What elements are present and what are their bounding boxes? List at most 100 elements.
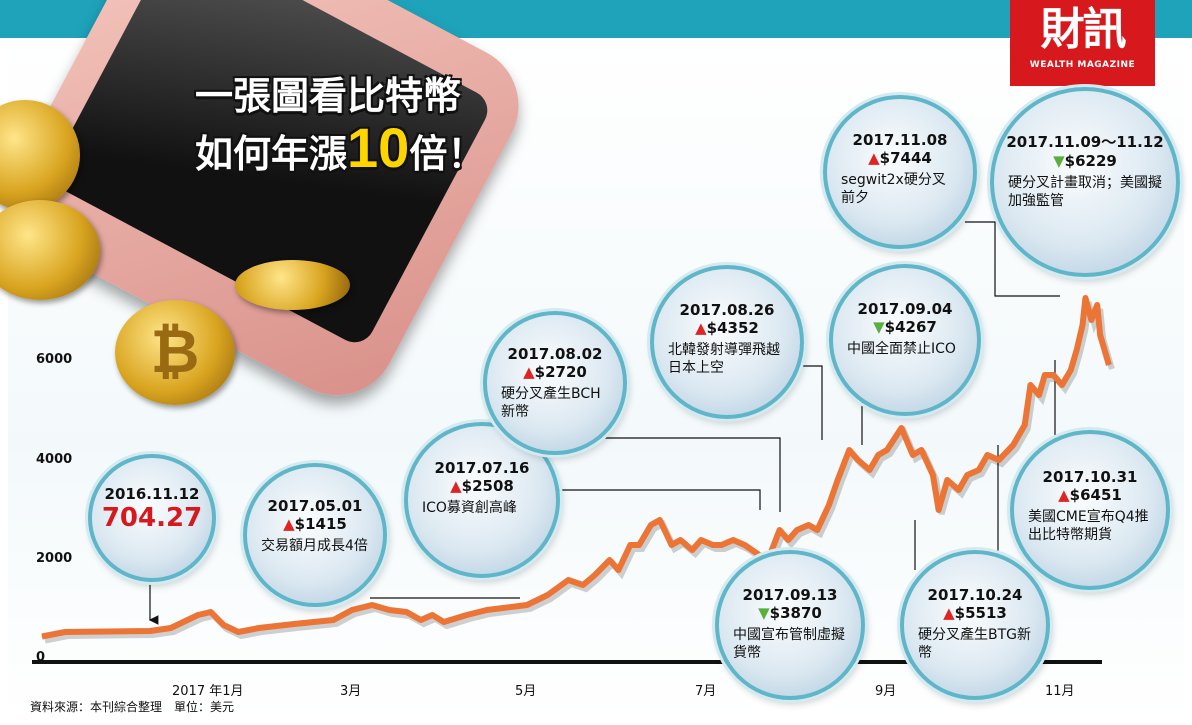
annotation-price: ▲$4352 [695, 319, 759, 338]
data-point [998, 459, 1000, 461]
arrow-down-icon: ▼ [758, 603, 770, 622]
x-tick: 7月 [695, 684, 717, 699]
data-point [1099, 334, 1101, 336]
title-line-1: 一張圖看比特幣 [195, 74, 462, 118]
data-point [912, 454, 914, 456]
data-point [582, 584, 584, 586]
data-point [223, 624, 225, 626]
annotation-bubble: 2017.09.04 ▼$4267 中國全面禁止ICO [829, 264, 981, 416]
annotation-date: 2017.10.24 [927, 585, 1023, 604]
annotation-text: 美國CME宣布Q4推出比特幣期貨 [1028, 508, 1149, 543]
data-point [1070, 369, 1072, 371]
y-tick: 2000 [36, 551, 73, 566]
data-point [609, 559, 611, 561]
annotation-price: ▲$5513 [943, 603, 1007, 622]
source-note: 資料來源：本刊綜合整理 單位：美元 [30, 700, 235, 714]
annotation-text: 硬分叉產生BCH新幣 [501, 386, 601, 421]
data-point [691, 549, 693, 551]
data-point [486, 609, 488, 611]
data-point [900, 427, 902, 429]
arrow-up-icon: ▲ [695, 319, 707, 338]
arrow-down-icon: ▼ [1053, 151, 1065, 170]
x-tick: 9月 [875, 684, 897, 699]
annotation-text: 硬分叉產生BTG新幣 [918, 626, 1032, 661]
data-point [946, 479, 948, 481]
annotation-date: 2017.11.08 [852, 131, 948, 150]
y-tick: 0 [36, 650, 46, 665]
data-point [1096, 304, 1098, 306]
data-point [966, 474, 968, 476]
x-axis-line [32, 660, 1102, 664]
data-point [443, 621, 445, 623]
data-point [886, 449, 888, 451]
bitcoin-coin-icon [0, 200, 100, 300]
data-point [857, 459, 859, 461]
data-point [237, 631, 239, 633]
annotation-date: 2017.11.09～11.12 [1006, 132, 1164, 151]
annotation-bubble: 2017.08.02 ▲$2720 硬分叉產生BCH新幣 [483, 311, 627, 455]
data-point [958, 489, 960, 491]
annotation-date: 2017.10.31 [1042, 467, 1138, 486]
annotation-price: ▲$6451 [1058, 485, 1122, 504]
data-point [547, 594, 549, 596]
data-point [1052, 374, 1054, 376]
data-point [406, 611, 408, 613]
annotation-bubble: 2017.09.13 ▼$3870 中國宣布管制虛擬貨幣 [715, 550, 865, 700]
data-point [779, 529, 781, 531]
annotation-bubble: 2017.10.31 ▲$6451 美國CME宣布Q4推出比特幣期貨 [1010, 430, 1170, 590]
annotation-bubble: 2017.11.08 ▲$7444 segwit2x硬分叉前夕 [823, 95, 977, 249]
data-point [837, 479, 839, 481]
data-point [197, 614, 199, 616]
data-point [816, 529, 818, 531]
title-highlight: 10 [347, 116, 410, 179]
x-tick: 2017 年1月 [172, 684, 244, 699]
data-point [869, 469, 871, 471]
annotation-bubble: 2017.11.09～11.12 ▼$6229 硬分叉計畫取消；美國擬加強監管 [990, 87, 1180, 277]
data-point [679, 539, 681, 541]
annotation-date: 2017.08.26 [679, 301, 775, 320]
data-point [938, 509, 940, 511]
data-point [617, 569, 619, 571]
annotation-bubble: 2017.05.01 ▲$1415 交易額月成長4倍 [243, 463, 387, 607]
data-point [828, 504, 830, 506]
data-point [388, 609, 390, 611]
arrow-down-icon: ▼ [873, 317, 885, 336]
arrow-up-icon: ▲ [868, 149, 880, 168]
data-point [1029, 384, 1031, 386]
data-point [650, 524, 652, 526]
data-point [258, 627, 260, 629]
data-point [808, 524, 810, 526]
annotation-text: segwit2x硬分叉前夕 [841, 172, 946, 207]
arrow-up-icon: ▲ [283, 515, 295, 534]
data-point [149, 630, 151, 632]
page-title: 一張圖看比特幣 如何年漲10倍！ [195, 70, 485, 180]
annotation-price: ▼$6229 [1053, 151, 1117, 170]
annotation-text: 中國全面禁止ICO [847, 340, 956, 357]
y-tick: 4000 [36, 452, 73, 467]
bitcoin-coin-icon: ₿ [115, 300, 235, 405]
data-point [848, 449, 850, 451]
data-point [712, 544, 714, 546]
data-point [293, 623, 295, 625]
data-point [420, 619, 422, 621]
annotation-date: 2017.08.02 [507, 345, 603, 364]
x-tick: 5月 [515, 684, 537, 699]
data-point [170, 627, 172, 629]
data-point [1012, 444, 1014, 446]
data-point [567, 579, 569, 581]
data-point [210, 611, 212, 613]
data-point [1090, 319, 1092, 321]
data-point [1038, 394, 1040, 396]
logo: 財訊 WEALTH MAGAZINE [1010, 0, 1155, 86]
annotation-date: 2017.09.04 [857, 299, 953, 318]
annotation-text: 中國宣布管制虛擬貨幣 [733, 626, 845, 661]
data-point [1061, 384, 1063, 386]
data-point [1044, 374, 1046, 376]
data-point [659, 519, 661, 521]
annotation-price: ▲$1415 [283, 515, 347, 534]
data-point [932, 474, 934, 476]
arrow-up-icon: ▲ [450, 476, 462, 495]
data-point [978, 469, 980, 471]
annotation-date: 2017.07.16 [434, 458, 530, 477]
arrow-up-icon: ▲ [523, 363, 535, 382]
